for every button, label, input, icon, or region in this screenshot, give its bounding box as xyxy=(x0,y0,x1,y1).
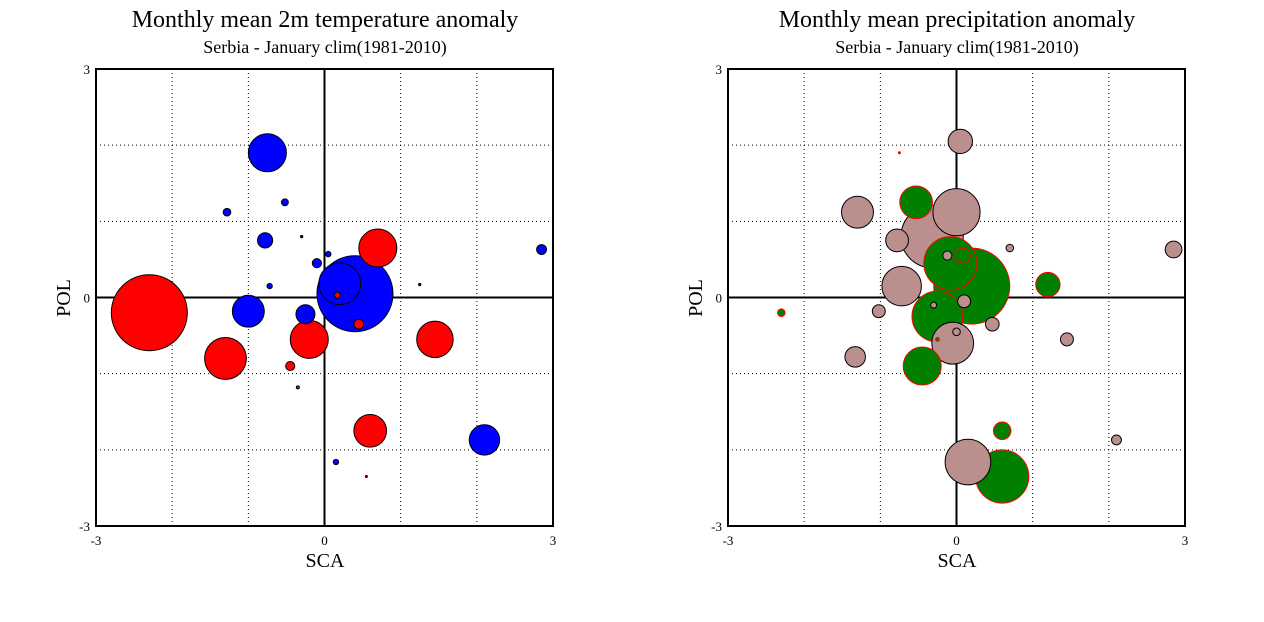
y-axis-label: POL xyxy=(53,279,75,317)
data-point xyxy=(881,265,922,307)
data-point xyxy=(1035,271,1061,298)
data-point xyxy=(885,228,909,253)
data-point xyxy=(992,421,1012,441)
data-point xyxy=(285,360,296,372)
y-tick-label: 0 xyxy=(716,291,723,306)
precipitation-anomaly-chart: Monthly mean precipitation anomaly Serbi… xyxy=(685,7,1188,572)
data-point xyxy=(318,262,362,306)
data-point xyxy=(332,458,340,466)
data-point xyxy=(942,250,953,261)
data-point xyxy=(468,424,501,456)
plot-frame xyxy=(727,68,1186,527)
x-tick-label: 0 xyxy=(953,533,960,548)
data-point xyxy=(280,198,289,207)
data-point xyxy=(289,319,329,359)
x-tick-label: 3 xyxy=(550,533,557,548)
y-tick-label: 3 xyxy=(84,62,91,77)
data-point xyxy=(935,336,940,342)
data-point xyxy=(364,474,368,478)
data-point xyxy=(930,301,938,309)
chart-subtitle: Serbia - January clim(1981-2010) xyxy=(835,37,1078,58)
data-point xyxy=(295,304,316,325)
x-tick-label: 3 xyxy=(1182,533,1189,548)
data-point xyxy=(110,274,188,352)
data-point xyxy=(536,244,548,255)
data-point xyxy=(247,133,287,173)
data-point xyxy=(256,232,274,249)
chart-subtitle: Serbia - January clim(1981-2010) xyxy=(203,37,446,58)
data-point xyxy=(231,294,265,328)
data-point xyxy=(844,346,866,368)
x-tick-label: -3 xyxy=(91,533,102,548)
plot-frame xyxy=(95,68,554,527)
data-point xyxy=(899,185,933,220)
y-axis-label: POL xyxy=(685,279,707,317)
data-point xyxy=(777,308,786,318)
data-point xyxy=(266,282,273,290)
data-point xyxy=(1111,434,1122,446)
chart-title: Monthly mean 2m temperature anomaly xyxy=(132,7,519,33)
data-point xyxy=(984,316,1000,332)
data-point xyxy=(957,294,972,309)
data-point xyxy=(841,195,874,229)
chart-title: Monthly mean precipitation anomaly xyxy=(779,7,1136,33)
data-point xyxy=(333,291,341,299)
data-point xyxy=(295,385,300,390)
data-point xyxy=(300,234,304,239)
data-point xyxy=(416,320,454,359)
y-tick-label: -3 xyxy=(711,519,722,534)
x-axis-label: SCA xyxy=(306,550,345,572)
bubbles xyxy=(777,128,1183,504)
x-tick-label: -3 xyxy=(723,533,734,548)
data-point xyxy=(871,304,886,319)
temperature-anomaly-chart: Monthly mean 2m temperature anomaly Serb… xyxy=(53,7,556,572)
data-point xyxy=(418,282,422,287)
data-point xyxy=(923,236,978,291)
data-point xyxy=(353,413,388,448)
data-point xyxy=(931,321,975,365)
data-point xyxy=(204,337,247,380)
y-tick-label: -3 xyxy=(79,519,90,534)
x-tick-label: 0 xyxy=(321,533,328,548)
data-point xyxy=(1164,240,1183,259)
x-axis-label: SCA xyxy=(938,550,977,572)
data-point xyxy=(358,228,398,268)
data-point xyxy=(325,250,332,258)
data-point xyxy=(954,247,971,264)
data-point xyxy=(944,438,992,486)
y-tick-label: 3 xyxy=(716,62,723,77)
data-point xyxy=(952,327,961,337)
data-point xyxy=(1059,332,1074,347)
data-point xyxy=(1005,243,1015,253)
data-point xyxy=(902,346,942,386)
data-point xyxy=(932,188,981,237)
y-tick-label: 0 xyxy=(84,291,91,306)
data-point xyxy=(353,318,365,330)
bubbles xyxy=(110,133,548,478)
data-point xyxy=(311,258,322,269)
data-point xyxy=(222,207,232,217)
data-point xyxy=(947,128,973,155)
data-point xyxy=(897,151,901,155)
